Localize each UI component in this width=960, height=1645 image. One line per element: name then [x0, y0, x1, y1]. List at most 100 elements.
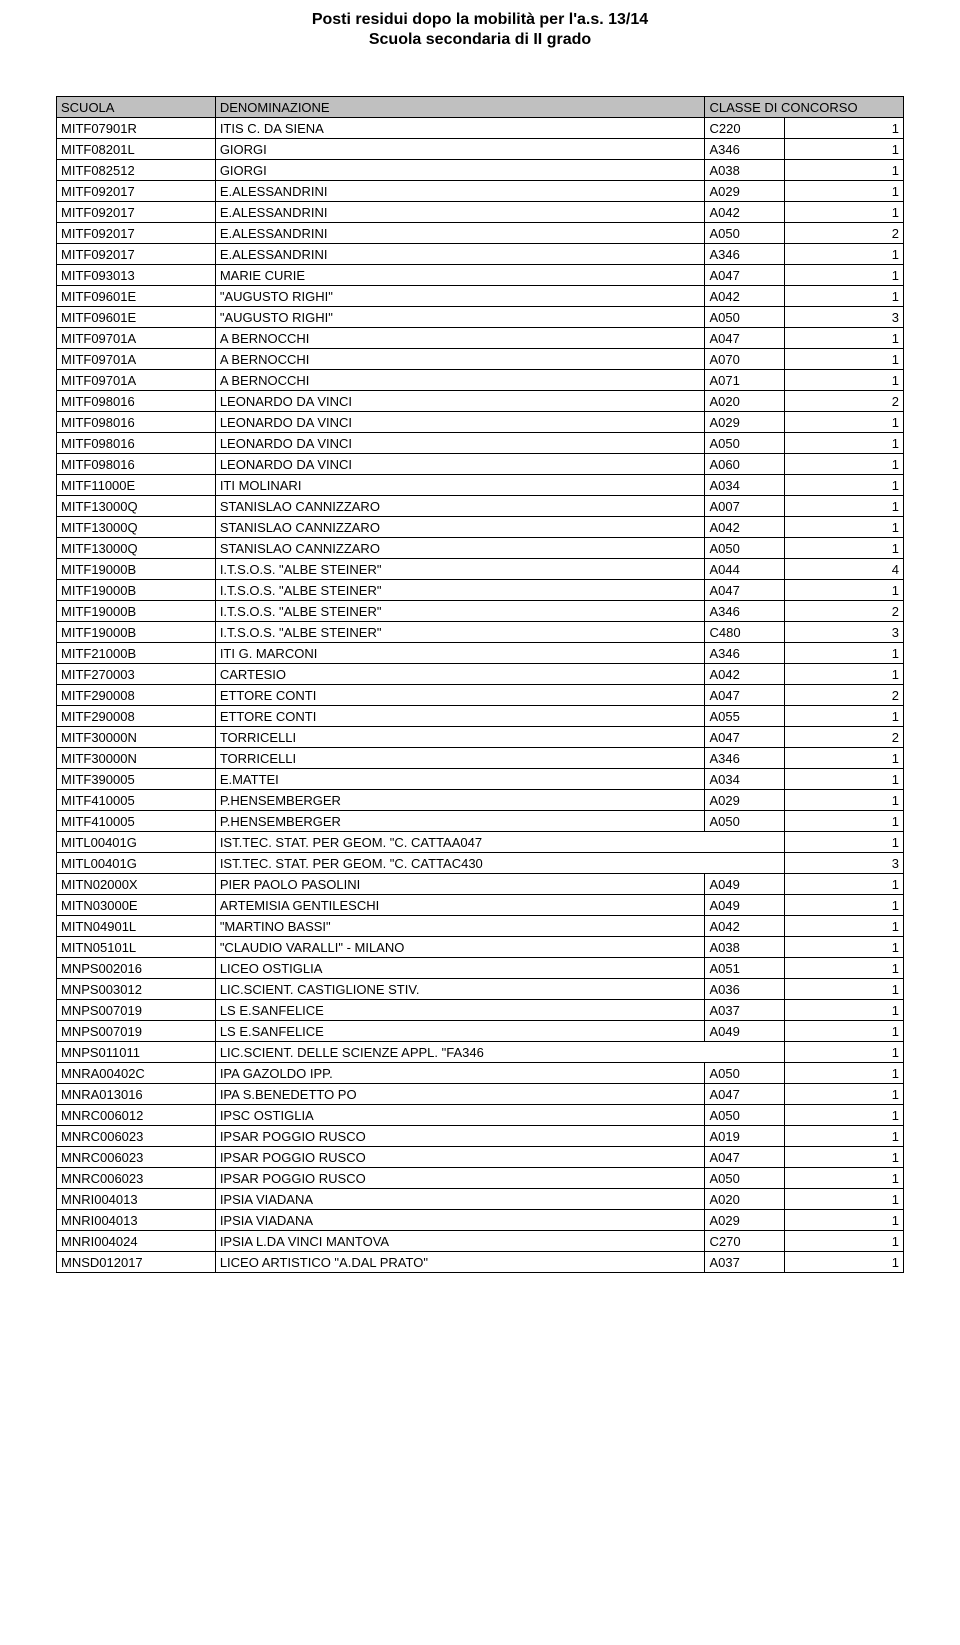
cell-denominazione: LICEO ARTISTICO "A.DAL PRATO" [215, 1252, 705, 1273]
title-line-2: Scuola secondaria di II grado [56, 30, 904, 50]
cell-scuola: MITF09601E [57, 307, 216, 328]
cell-dispon: 1 [784, 328, 903, 349]
table-body: MITF07901RITIS C. DA SIENAC2201MITF08201… [57, 118, 904, 1273]
cell-scuola: MITF410005 [57, 790, 216, 811]
cell-denominazione: MARIE CURIE [215, 265, 705, 286]
cell-scuola: MITF270003 [57, 664, 216, 685]
cell-classe: A346 [705, 139, 784, 160]
table-row: MNPS007019LS E.SANFELICEA0491 [57, 1021, 904, 1042]
cell-denominazione: E.ALESSANDRINI [215, 223, 705, 244]
cell-denominazione: E.ALESSANDRINI [215, 181, 705, 202]
cell-scuola: MNPS007019 [57, 1021, 216, 1042]
cell-denominazione: E.MATTEI [215, 769, 705, 790]
cell-denominazione: I.T.S.O.S. "ALBE STEINER" [215, 580, 705, 601]
cell-classe: A346 [705, 244, 784, 265]
cell-denominazione: IPSAR POGGIO RUSCO [215, 1126, 705, 1147]
cell-dispon: 2 [784, 391, 903, 412]
table-row: MNRC006023IPSAR POGGIO RUSCOA0471 [57, 1147, 904, 1168]
cell-scuola: MITF092017 [57, 223, 216, 244]
cell-denominazione: IPSAR POGGIO RUSCO [215, 1147, 705, 1168]
cell-dispon: 1 [784, 643, 903, 664]
cell-denominazione: I.T.S.O.S. "ALBE STEINER" [215, 559, 705, 580]
cell-dispon: 1 [784, 202, 903, 223]
cell-classe: A038 [705, 160, 784, 181]
cell-scuola: MITF098016 [57, 412, 216, 433]
cell-scuola: MITF13000Q [57, 496, 216, 517]
cell-classe: A042 [705, 286, 784, 307]
cell-scuola: MITF092017 [57, 244, 216, 265]
table-row: MITF092017E.ALESSANDRINIA3461 [57, 244, 904, 265]
cell-scuola: MITF30000N [57, 748, 216, 769]
cell-denominazione: ITIS C. DA SIENA [215, 118, 705, 139]
cell-denominazione: "MARTINO BASSI" [215, 916, 705, 937]
cell-scuola: MNPS002016 [57, 958, 216, 979]
cell-denominazione: TORRICELLI [215, 748, 705, 769]
table-row: MITF09701AA BERNOCCHIA0471 [57, 328, 904, 349]
cell-denominazione: GIORGI [215, 160, 705, 181]
cell-scuola: MNPS011011 [57, 1042, 216, 1063]
cell-denominazione: PIER PAOLO PASOLINI [215, 874, 705, 895]
cell-classe: A050 [705, 538, 784, 559]
cell-denominazione: IPSAR POGGIO RUSCO [215, 1168, 705, 1189]
cell-denominazione: "CLAUDIO VARALLI" - MILANO [215, 937, 705, 958]
cell-denominazione: A BERNOCCHI [215, 328, 705, 349]
cell-scuola: MITF19000B [57, 580, 216, 601]
cell-classe: A029 [705, 790, 784, 811]
col-header-denominazione: DENOMINAZIONE [215, 97, 705, 118]
cell-dispon: 1 [784, 139, 903, 160]
cell-classe: A007 [705, 496, 784, 517]
title-line-1: Posti residui dopo la mobilità per l'a.s… [56, 10, 904, 30]
cell-classe: A034 [705, 475, 784, 496]
cell-dispon: 3 [784, 307, 903, 328]
cell-scuola: MNRI004024 [57, 1231, 216, 1252]
cell-dispon: 1 [784, 832, 903, 853]
cell-scuola: MITN04901L [57, 916, 216, 937]
cell-denominazione: IPA GAZOLDO IPP. [215, 1063, 705, 1084]
cell-denominazione: LICEO OSTIGLIA [215, 958, 705, 979]
table-row: MITF098016LEONARDO DA VINCIA0501 [57, 433, 904, 454]
cell-dispon: 1 [784, 895, 903, 916]
cell-dispon: 1 [784, 1000, 903, 1021]
cell-scuola: MITF19000B [57, 601, 216, 622]
table-row: MITF13000QSTANISLAO CANNIZZAROA0421 [57, 517, 904, 538]
table-row: MITF13000QSTANISLAO CANNIZZAROA0501 [57, 538, 904, 559]
table-row: MITF11000EITI MOLINARIA0341 [57, 475, 904, 496]
cell-denominazione: A BERNOCCHI [215, 370, 705, 391]
table-row: MNRC006023IPSAR POGGIO RUSCOA0501 [57, 1168, 904, 1189]
cell-scuola: MITN03000E [57, 895, 216, 916]
cell-dispon: 1 [784, 433, 903, 454]
cell-classe: A047 [705, 328, 784, 349]
cell-denominazione: ETTORE CONTI [215, 706, 705, 727]
cell-classe: A020 [705, 1189, 784, 1210]
cell-classe: A029 [705, 412, 784, 433]
cell-scuola: MITF098016 [57, 391, 216, 412]
cell-classe: A038 [705, 937, 784, 958]
cell-scuola: MITF082512 [57, 160, 216, 181]
cell-classe: A029 [705, 1210, 784, 1231]
cell-scuola: MITF30000N [57, 727, 216, 748]
cell-classe: A019 [705, 1126, 784, 1147]
cell-classe: A047 [705, 1084, 784, 1105]
cell-denominazione: E.ALESSANDRINI [215, 244, 705, 265]
table-row: MITF098016LEONARDO DA VINCIA0291 [57, 412, 904, 433]
cell-classe: A047 [705, 727, 784, 748]
cell-dispon: 1 [784, 475, 903, 496]
cell-classe: A049 [705, 874, 784, 895]
table-row: MITL00401GIST.TEC. STAT. PER GEOM. "C. C… [57, 832, 904, 853]
cell-dispon: 1 [784, 160, 903, 181]
cell-classe: A346 [705, 748, 784, 769]
cell-denominazione: ITI G. MARCONI [215, 643, 705, 664]
cell-classe: A346 [705, 643, 784, 664]
table-row: MNRC006023IPSAR POGGIO RUSCOA0191 [57, 1126, 904, 1147]
table-row: MITF13000QSTANISLAO CANNIZZAROA0071 [57, 496, 904, 517]
cell-scuola: MITN02000X [57, 874, 216, 895]
table-row: MITF09701AA BERNOCCHIA0711 [57, 370, 904, 391]
table-row: MNRI004013IPSIA VIADANAA0291 [57, 1210, 904, 1231]
cell-dispon: 1 [784, 412, 903, 433]
cell-denominazione: LEONARDO DA VINCI [215, 433, 705, 454]
cell-denom-classe-overflow: LIC.SCIENT. DELLE SCIENZE APPL. "FA346 [215, 1042, 784, 1063]
cell-dispon: 1 [784, 1168, 903, 1189]
cell-scuola: MITF09701A [57, 349, 216, 370]
cell-classe: A049 [705, 895, 784, 916]
cell-scuola: MNPS003012 [57, 979, 216, 1000]
